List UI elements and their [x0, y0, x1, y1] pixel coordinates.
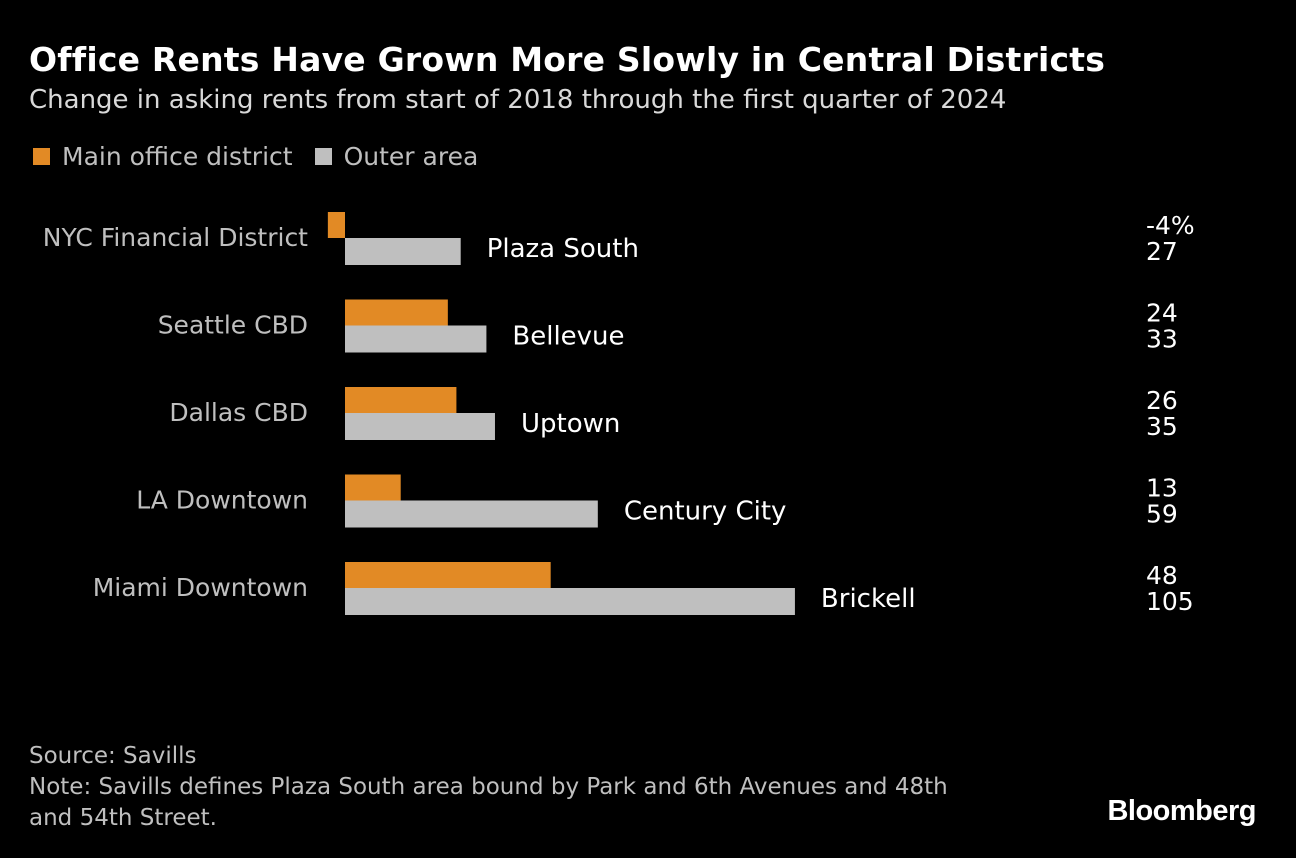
value-label-main-4: 48 [1146, 561, 1178, 590]
bar-main-1 [345, 299, 448, 326]
outer-area-label-2: Uptown [521, 409, 620, 439]
bar-main-2 [345, 387, 457, 413]
outer-area-label-0: Plaza South [487, 234, 639, 264]
legend-item-outer: Outer area [314, 142, 479, 171]
value-label-outer-3: 59 [1146, 500, 1178, 529]
value-label-outer-4: 105 [1146, 587, 1194, 616]
outer-area-label-1: Bellevue [512, 322, 624, 352]
bloomberg-logo: Bloomberg [1107, 795, 1256, 827]
value-label-main-1: 24 [1146, 299, 1178, 328]
bar-main-0 [327, 212, 345, 238]
footnote-line-1: Note: Savills defines Plaza South area b… [29, 774, 948, 800]
value-label-outer-2: 35 [1146, 412, 1178, 441]
legend-label-main: Main office district [62, 142, 293, 171]
bar-outer-0 [345, 238, 461, 265]
value-label-main-2: 26 [1146, 386, 1178, 415]
chart-subtitle: Change in asking rents from start of 201… [29, 85, 1007, 115]
bar-outer-4 [345, 588, 795, 615]
bar-main-4 [345, 562, 551, 588]
legend: Main office district Outer area [33, 142, 500, 171]
legend-item-main: Main office district [33, 142, 293, 171]
bar-outer-2 [345, 413, 495, 440]
category-label-3: LA Downtown [136, 486, 308, 515]
value-label-outer-1: 33 [1146, 325, 1178, 354]
category-label-1: Seattle CBD [158, 311, 308, 340]
source-note: Source: Savills [29, 743, 197, 769]
legend-swatch-main [33, 148, 50, 165]
chart-title: Office Rents Have Grown More Slowly in C… [29, 40, 1106, 79]
bar-outer-3 [345, 500, 598, 528]
value-label-main-3: 13 [1146, 474, 1178, 503]
value-label-main-0: -4% [1146, 211, 1195, 240]
outer-area-label-3: Century City [624, 497, 787, 527]
legend-swatch-outer [314, 148, 332, 165]
legend-label-outer: Outer area [343, 142, 479, 171]
footnote-line-2: and 54th Street. [29, 805, 217, 831]
bar-main-3 [345, 474, 401, 501]
footer: Source: Savills Note: Savills defines Pl… [29, 741, 1029, 834]
outer-area-label-4: Brickell [821, 584, 916, 614]
category-label-0: NYC Financial District [43, 223, 308, 252]
category-label-2: Dallas CBD [169, 398, 308, 427]
bar-outer-1 [345, 325, 487, 353]
value-label-outer-0: 27 [1146, 237, 1178, 266]
category-label-4: Miami Downtown [93, 573, 308, 602]
